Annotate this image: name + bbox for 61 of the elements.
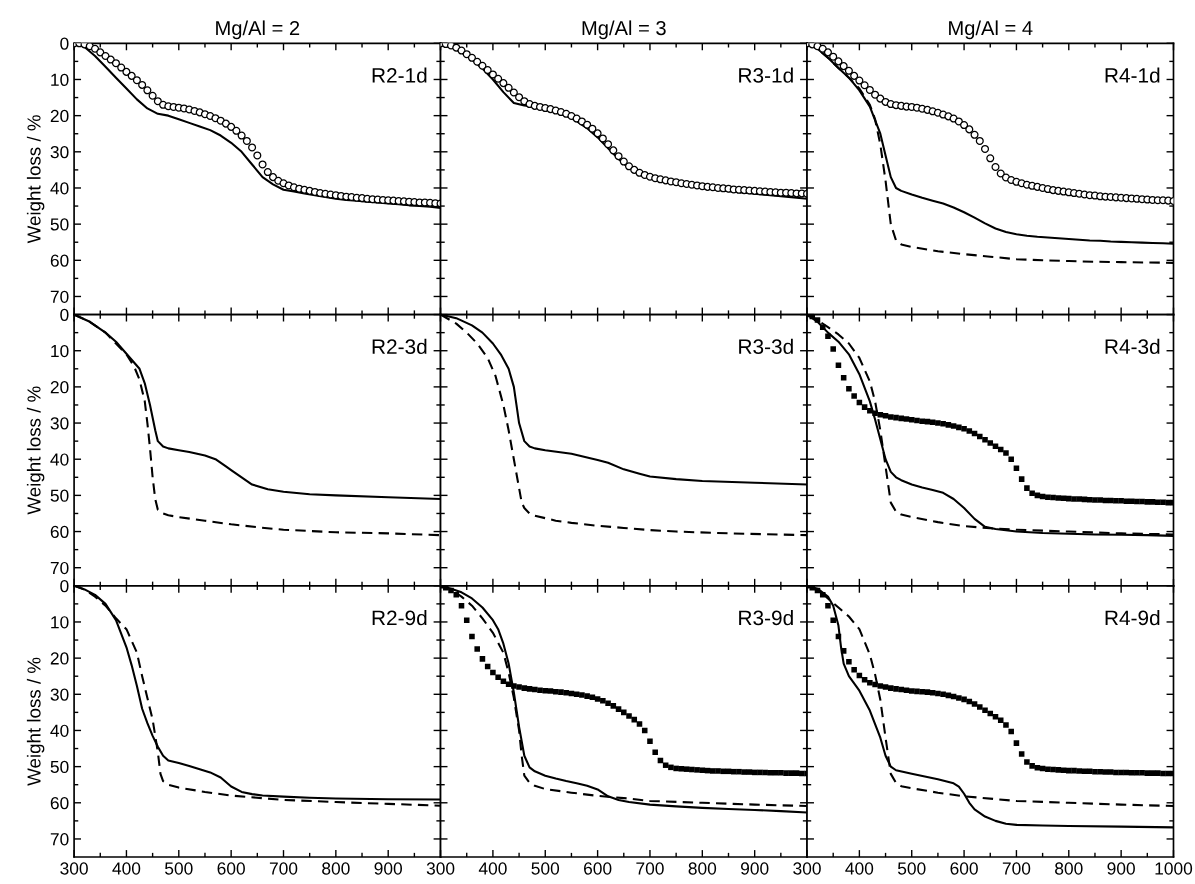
- x-tick-label: 700: [1002, 862, 1031, 875]
- annotation: R2-9d: [372, 609, 427, 626]
- y-tick-label: 20: [50, 381, 69, 394]
- y-tick-label: 60: [50, 254, 69, 267]
- x-tick-label: 500: [531, 862, 560, 875]
- x-tick-label: 800: [688, 862, 717, 875]
- x-tick-label: 800: [1055, 862, 1083, 875]
- x-tick-label: 900: [374, 862, 403, 875]
- x-tick-label: 300: [793, 862, 821, 875]
- y-axis-title: Weight loss / %: [26, 386, 45, 515]
- y-tick-label: 50: [50, 489, 69, 502]
- y-tick-label: 60: [50, 525, 69, 539]
- y-axis-title: Weight loss / %: [26, 657, 45, 786]
- x-tick-label: 500: [165, 862, 193, 875]
- y-tick-label: 30: [50, 417, 69, 430]
- x-tick-label: 800: [322, 862, 350, 875]
- annotation: R3-9d: [739, 609, 793, 626]
- annotation: R2-1d: [372, 67, 427, 83]
- y-tick-label: 50: [50, 760, 69, 774]
- y-tick-label: 40: [50, 724, 69, 737]
- annotation: R4-9d: [1105, 609, 1160, 626]
- x-tick-label: 1000: [1155, 862, 1193, 875]
- x-tick-label: 700: [269, 862, 298, 875]
- x-tick-label: 600: [950, 862, 978, 875]
- annotation: R4-1d: [1105, 67, 1160, 83]
- chart-title: Mg/Al = 2: [216, 20, 300, 40]
- chart-title: Mg/Al = 4: [949, 20, 1033, 40]
- x-tick-label: 400: [845, 862, 874, 875]
- annotation: R3-1d: [739, 67, 793, 83]
- x-tick-label: 600: [217, 862, 245, 875]
- y-tick-label: 30: [50, 145, 69, 159]
- x-tick-label: 300: [60, 862, 88, 875]
- y-tick-label: 70: [50, 561, 69, 575]
- y-tick-label: 30: [50, 688, 69, 701]
- y-tick-label: 0: [60, 308, 69, 322]
- y-tick-label: 10: [51, 616, 69, 629]
- y-tick-label: 0: [60, 37, 69, 50]
- y-tick-label: 50: [50, 218, 69, 231]
- y-tick-label: 10: [51, 73, 69, 86]
- y-tick-label: 10: [51, 344, 69, 358]
- x-tick-label: 600: [584, 862, 612, 875]
- x-tick-label: 900: [741, 862, 769, 875]
- x-tick-label: 400: [112, 862, 141, 875]
- x-tick-label: 400: [478, 862, 507, 875]
- annotation: R3-3d: [739, 338, 793, 355]
- y-tick-label: 40: [50, 453, 69, 466]
- y-tick-label: 70: [50, 290, 69, 303]
- y-tick-label: 40: [50, 182, 69, 195]
- y-tick-label: 20: [50, 109, 69, 123]
- annotation: R4-3d: [1105, 338, 1160, 355]
- y-tick-label: 0: [60, 579, 69, 593]
- x-tick-label: 700: [636, 862, 664, 875]
- y-tick-label: 60: [50, 796, 69, 810]
- y-tick-label: 70: [50, 833, 69, 846]
- y-axis-title: Weight loss / %: [26, 115, 45, 244]
- x-tick-label: 500: [897, 862, 926, 875]
- annotation: R2-3d: [372, 338, 427, 355]
- chart-title: Mg/Al = 3: [582, 20, 666, 40]
- y-tick-label: 20: [50, 652, 69, 665]
- x-tick-label: 900: [1107, 862, 1135, 875]
- x-tick-label: 300: [426, 862, 455, 875]
